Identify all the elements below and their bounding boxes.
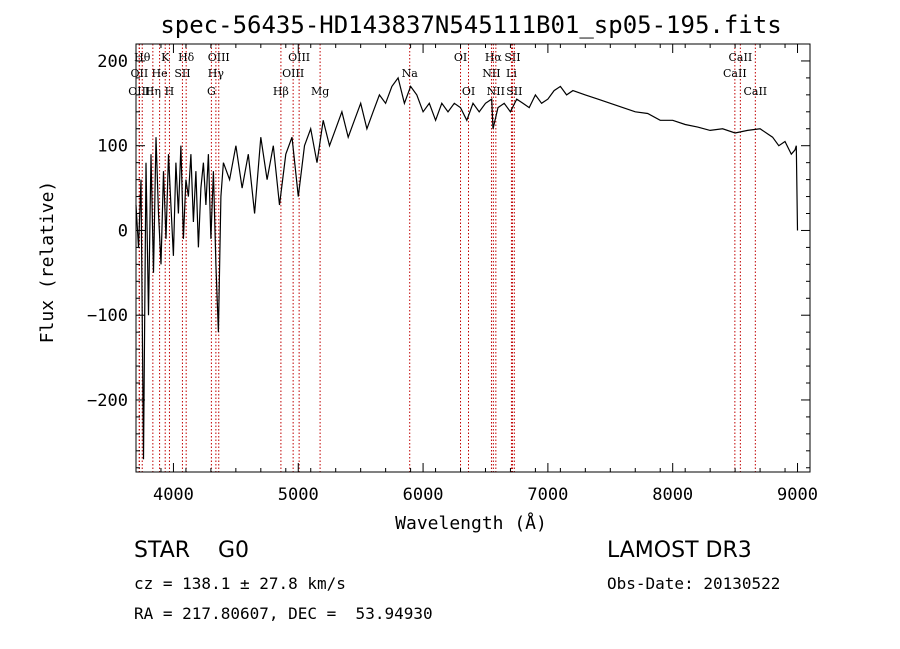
x-tick-label-2: 6000 (403, 485, 444, 505)
line-label-5: He (152, 67, 168, 80)
line-label-23: Li (506, 67, 517, 80)
y-tick-label-1: −100 (87, 306, 128, 326)
coordinates: RA = 217.80607, DEC = 53.94930 (134, 604, 433, 623)
x-tick-label-0: 4000 (153, 485, 194, 505)
line-label-0: Hθ (134, 51, 151, 64)
line-label-14: OIII (288, 51, 310, 64)
x-axis-label: Wavelength (Å) (395, 512, 547, 534)
line-label-25: CaII (729, 51, 753, 64)
x-tick-label-3: 7000 (527, 485, 568, 505)
observation-date: Obs-Date: 20130522 (607, 574, 781, 593)
line-label-6: H (165, 85, 175, 98)
x-axis-ticks: 4000 5000 6000 7000 8000 9000 (135, 44, 818, 505)
line-label-15: Mg (311, 85, 329, 98)
spectrum-line (135, 76, 799, 460)
line-label-8: Hη (145, 85, 161, 98)
redshift-value: cz = 138.1 ± 27.8 km/s (134, 574, 346, 593)
x-tick-label-1: 5000 (278, 485, 319, 505)
object-classification: STAR G0 (134, 538, 250, 563)
y-axis-ticks: −200 −100 0 100 200 (87, 43, 810, 469)
x-tick-label-5: 9000 (777, 485, 818, 505)
line-label-21: NII (487, 85, 505, 98)
line-label-9: OIII (208, 51, 230, 64)
line-label-18: OI (462, 85, 475, 98)
line-label-10: Hγ (208, 67, 225, 80)
line-label-27: CaII (743, 85, 767, 98)
y-tick-label-2: 0 (118, 221, 128, 241)
line-label-20: NII (482, 67, 500, 80)
survey-name: LAMOST DR3 (607, 538, 752, 563)
line-label-13: OIII (282, 67, 304, 80)
line-label-24: SII (506, 85, 522, 98)
line-label-2: OIII (128, 85, 150, 98)
plot-frame (135, 43, 811, 473)
line-label-22: SII (504, 51, 520, 64)
line-label-19: Hα (485, 51, 503, 64)
line-label-11: G (207, 85, 216, 98)
x-tick-label-4: 8000 (652, 485, 693, 505)
line-label-26: CaII (723, 67, 747, 80)
y-tick-label-0: −200 (87, 391, 128, 411)
y-tick-label-4: 200 (97, 52, 128, 72)
line-label-7: SII (174, 67, 190, 80)
line-label-12: Hβ (273, 85, 289, 98)
line-label-3: K (161, 51, 170, 64)
y-axis-label: Flux (relative) (37, 181, 58, 344)
line-label-17: OI (454, 51, 467, 64)
line-label-4: Hδ (178, 51, 195, 64)
y-tick-label-3: 100 (97, 137, 128, 157)
line-label-16: Na (402, 67, 419, 80)
chart-title: spec-56435-HD143837N545111B01_sp05-195.f… (160, 11, 781, 39)
